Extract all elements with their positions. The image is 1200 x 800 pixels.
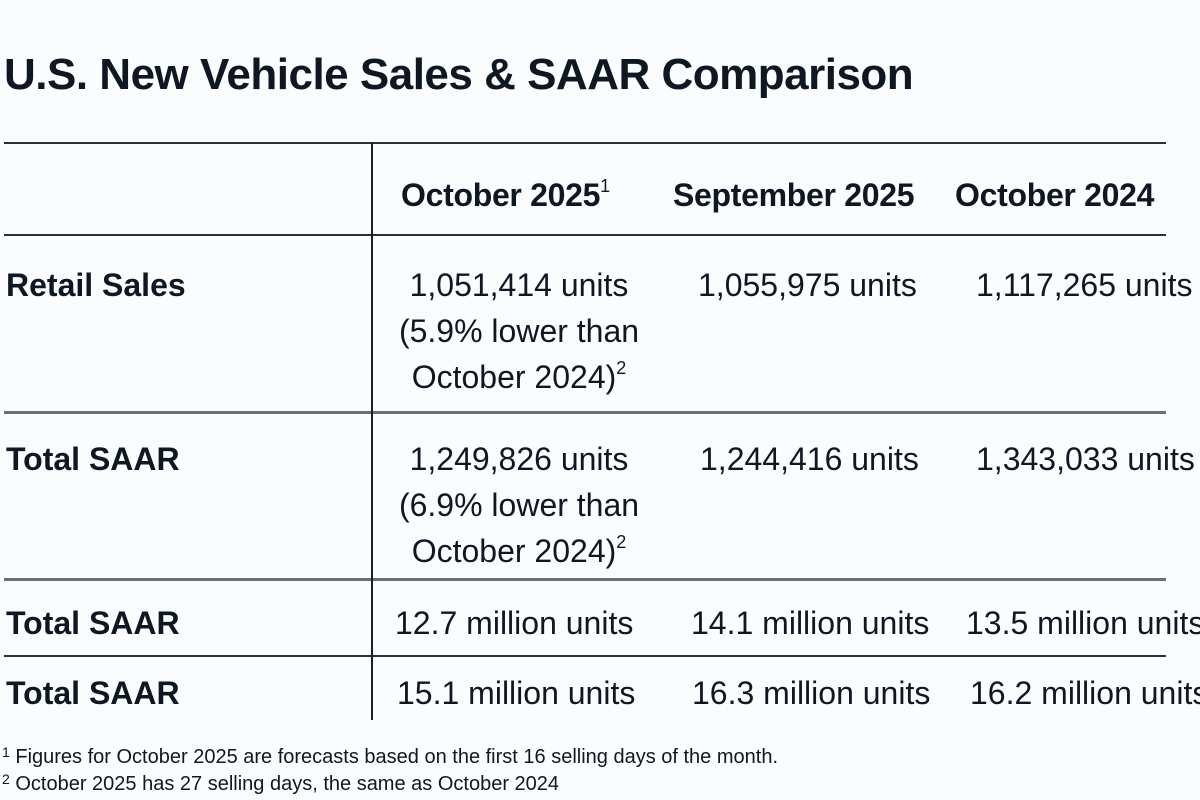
table-cell: 1,055,975 units xyxy=(698,267,917,303)
table-cell: 16.2 million units xyxy=(970,675,1200,711)
cell-note-text: October 2024) xyxy=(411,359,617,395)
footnote-marker: 1 xyxy=(600,176,610,196)
column-header-october-2025: October 20251 xyxy=(401,172,610,218)
column-header-label: September 2025 xyxy=(673,177,915,213)
row-header: Total SAAR xyxy=(6,605,180,641)
table-cell: 1,343,033 units xyxy=(976,441,1195,477)
footnote-1: 1 Figures for October 2025 are forecasts… xyxy=(2,744,778,770)
row-header: Total SAAR xyxy=(6,441,180,477)
table-cell: 15.1 million units xyxy=(397,675,636,711)
footnote-marker: 2 xyxy=(616,532,627,552)
row-divider xyxy=(4,578,1166,581)
page-title: U.S. New Vehicle Sales & SAAR Comparison xyxy=(4,50,914,99)
table-cell: 1,244,416 units xyxy=(700,441,919,477)
row-header: Retail Sales xyxy=(6,267,186,303)
table-cell: 16.3 million units xyxy=(692,675,931,711)
footnote-2: 2 October 2025 has 27 selling days, the … xyxy=(2,771,559,797)
cell-note: October 2024)2 xyxy=(384,354,654,400)
cell-note-text: October 2024) xyxy=(411,533,617,569)
column-header-label: October 2025 xyxy=(401,177,601,213)
column-divider xyxy=(371,142,373,720)
row-header: Total SAAR xyxy=(6,675,180,711)
row-divider xyxy=(4,655,1166,657)
table-cell: 14.1 million units xyxy=(691,605,930,641)
footnote-marker: 1 xyxy=(2,744,10,760)
table-cell: 12.7 million units xyxy=(395,605,634,641)
table-cell: 1,051,414 units (5.9% lower than October… xyxy=(384,262,654,400)
footnote-text: Figures for October 2025 are forecasts b… xyxy=(15,746,778,768)
cell-value: 1,051,414 units xyxy=(409,267,629,303)
cell-value: 1,249,826 units xyxy=(409,441,629,477)
column-header-label: October 2024 xyxy=(955,177,1155,213)
footnote-marker: 2 xyxy=(616,358,627,378)
table-top-rule xyxy=(4,142,1166,144)
header-bottom-rule xyxy=(4,234,1166,236)
footnote-marker: 2 xyxy=(2,771,10,787)
cell-note: (6.9% lower than xyxy=(398,487,640,523)
cell-note: (5.9% lower than xyxy=(398,313,640,349)
cell-note: October 2024)2 xyxy=(384,528,654,574)
table-cell: 1,249,826 units (6.9% lower than October… xyxy=(384,436,654,574)
table-cell: 1,117,265 units xyxy=(976,267,1193,303)
footnote-text: October 2025 has 27 selling days, the sa… xyxy=(15,773,560,795)
column-header-october-2024: October 2024 xyxy=(955,172,1154,218)
column-header-september-2025: September 2025 xyxy=(673,172,915,218)
row-divider xyxy=(4,411,1166,414)
table-cell: 13.5 million units xyxy=(966,605,1200,641)
